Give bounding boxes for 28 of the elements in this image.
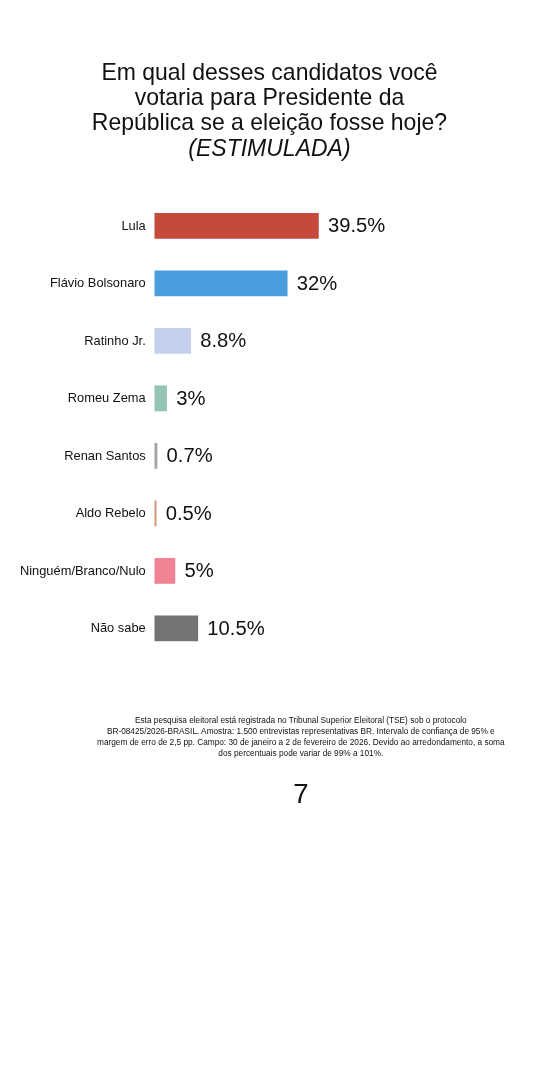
bar <box>154 500 157 527</box>
bar <box>154 615 199 642</box>
data-label: 0.7% <box>166 444 213 467</box>
bar <box>154 442 158 469</box>
y-tick-label: Romeu Zema <box>67 390 147 406</box>
y-tick-label: Ratinho Jr. <box>84 332 146 348</box>
data-label: 39.5% <box>327 214 386 237</box>
bar <box>154 270 288 297</box>
data-label: 5% <box>184 559 214 582</box>
bar <box>154 327 192 354</box>
y-tick-label: Renan Santos <box>64 447 146 463</box>
data-label: 0.5% <box>165 501 212 524</box>
bar <box>154 557 176 584</box>
y-tick-label: Aldo Rebelo <box>75 505 146 521</box>
text: 7 <box>293 778 309 810</box>
y-tick-label: Ninguém/Branco/Nulo <box>19 562 146 578</box>
y-tick-label: Flávio Bolsonaro <box>49 275 146 291</box>
data-label: 10.5% <box>207 616 265 639</box>
data-label: 32% <box>296 271 338 294</box>
bar <box>154 385 167 412</box>
data-label: 8.8% <box>200 329 247 352</box>
y-tick-label: Não sabe <box>90 620 146 636</box>
text: Esta pesquisa eleitoral está registrada no Tribunal Superior Eleitoral (TSE) sob o protocolo BR-08425/2026-BRASIL. Amostra: 1.500 entrevistas representativas BR. Intervalo de confiança de 95% e margem de erro de 2,5 pp. Campo: 30 de janeiro a 2 de fevereiro de 2026. Devido ao arredondamento, a soma dos percentuais pode variar de 99% a 101%. <box>97 716 505 759</box>
chart-title: Em qual desses candidatos você votaria para Presidente da República se a eleição fosse hoje? <box>91 59 448 135</box>
y-tick-label: Lula <box>121 217 147 233</box>
chart-subtitle: (ESTIMULADA) <box>188 134 351 161</box>
data-label: 3% <box>176 386 206 409</box>
bar <box>154 212 319 239</box>
